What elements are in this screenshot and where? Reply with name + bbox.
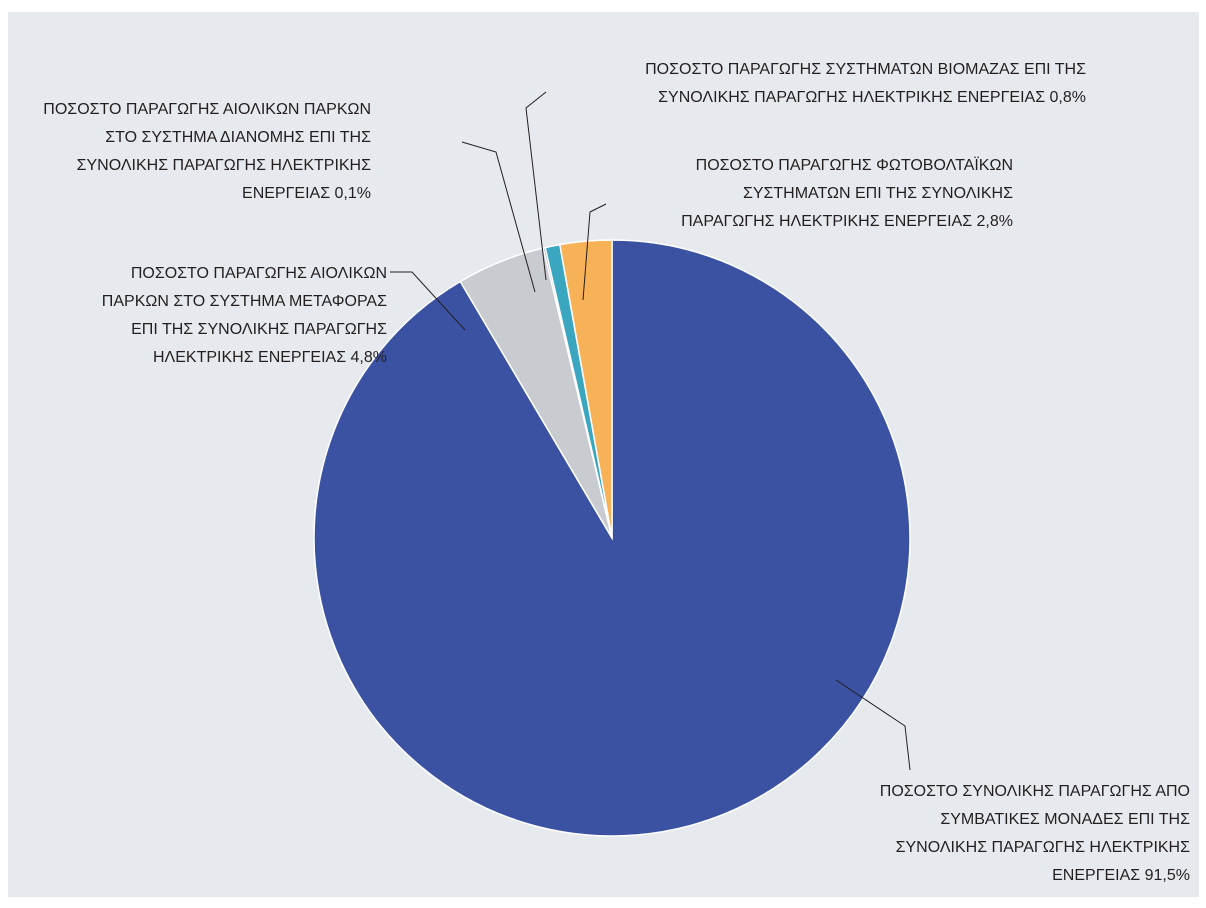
slice-wind-transmission-label-line: ΠΑΡΚΩΝ ΣΤΟ ΣΥΣΤΗΜΑ ΜΕΤΑΦΟΡΑΣ: [102, 293, 387, 310]
slice-conventional-label-line: ΣΥΝΟΛΙΚΗΣ ΠΑΡΑΓΩΓΗΣ ΗΛΕΚΤΡΙΚΗΣ: [896, 839, 1191, 856]
slice-wind-distribution-label-line: ΣΤΟ ΣΥΣΤΗΜΑ ΔΙΑΝΟΜΗΣ ΕΠΙ ΤΗΣ: [105, 129, 371, 146]
slice-wind-distribution-label-line: ΣΥΝΟΛΙΚΗΣ ΠΑΡΑΓΩΓΗΣ ΗΛΕΚΤΡΙΚΗΣ: [77, 157, 372, 174]
slice-wind-transmission-leader-line: [390, 271, 466, 331]
slice-wind-transmission-label-line: ΗΛΕΚΤΡΙΚΗΣ ΕΝΕΡΓΕΙΑΣ 4,8%: [153, 349, 387, 366]
slice-wind-distribution-label-line: ΠΟΣΟΣΤΟ ΠΑΡΑΓΩΓΗΣ ΑΙΟΛΙΚΩΝ ΠΑΡΚΩΝ: [43, 101, 371, 118]
slice-photovoltaic-label-line: ΠΑΡΑΓΩΓΗΣ ΗΛΕΚΤΡΙΚΗΣ ΕΝΕΡΓΕΙΑΣ 2,8%: [681, 213, 1013, 230]
slice-photovoltaic-leader-line: [582, 203, 607, 301]
slice-conventional-label: ΠΟΣΟΣΤΟ ΣΥΝΟΛΙΚΗΣ ΠΑΡΑΓΩΓΗΣ ΑΠΟ ΣΥΜΒΑΤΙΚΕ…: [880, 783, 1190, 884]
slice-biomass-label-line: ΣΥΝΟΛΙΚΗΣ ΠΑΡΑΓΩΓΗΣ ΗΛΕΚΤΡΙΚΗΣ ΕΝΕΡΓΕΙΑΣ…: [658, 89, 1086, 106]
slice-photovoltaic-label-line: ΠΟΣΟΣΤΟ ΠΑΡΑΓΩΓΗΣ ΦΩΤΟΒΟΛΤΑΪΚΩΝ: [696, 156, 1013, 174]
slice-conventional-leader-line: [835, 679, 911, 771]
slice-wind-transmission-label-line: ΠΟΣΟΣΤΟ ΠΑΡΑΓΩΓΗΣ ΑΙΟΛΙΚΩΝ: [131, 265, 387, 282]
slice-conventional-label-line: ΕΝΕΡΓΕΙΑΣ 91,5%: [1052, 867, 1190, 884]
slice-wind-transmission-label: ΠΟΣΟΣΤΟ ΠΑΡΑΓΩΓΗΣ ΑΙΟΛΙΚΩΝ ΠΑΡΚΩΝ ΣΤΟ ΣΥΣ…: [102, 265, 387, 366]
slice-biomass-leader-line: [525, 91, 547, 281]
slice-photovoltaic-label-line: ΣΥΣΤΗΜΑΤΩΝ ΕΠΙ ΤΗΣ ΣΥΝΟΛΙΚΗΣ: [743, 185, 1013, 202]
slice-conventional-label-line: ΠΟΣΟΣΤΟ ΣΥΝΟΛΙΚΗΣ ΠΑΡΑΓΩΓΗΣ ΑΠΟ: [880, 783, 1190, 800]
slice-biomass-label: ΠΟΣΟΣΤΟ ΠΑΡΑΓΩΓΗΣ ΣΥΣΤΗΜΑΤΩΝ ΒΙΟΜΑΖΑΣ ΕΠ…: [645, 61, 1086, 106]
slice-wind-distribution-label-line: ΕΝΕΡΓΕΙΑΣ 0,1%: [242, 185, 371, 202]
slice-biomass-label-line: ΠΟΣΟΣΤΟ ΠΑΡΑΓΩΓΗΣ ΣΥΣΤΗΜΑΤΩΝ ΒΙΟΜΑΖΑΣ ΕΠ…: [645, 61, 1086, 78]
slice-conventional-label-line: ΣΥΜΒΑΤΙΚΕΣ ΜΟΝΑΔΕΣ ΕΠΙ ΤΗΣ: [940, 811, 1190, 828]
slice-wind-distribution-label: ΠΟΣΟΣΤΟ ΠΑΡΑΓΩΓΗΣ ΑΙΟΛΙΚΩΝ ΠΑΡΚΩΝ ΣΤΟ ΣΥΣ…: [43, 101, 371, 202]
slice-wind-distribution-leader-line: [461, 141, 536, 293]
slice-photovoltaic-label: ΠΟΣΟΣΤΟ ΠΑΡΑΓΩΓΗΣ ΦΩΤΟΒΟΛΤΑΪΚΩΝ ΣΥΣΤΗΜΑΤΩ…: [681, 156, 1013, 230]
slice-wind-transmission-label-line: ΕΠΙ ΤΗΣ ΣΥΝΟΛΙΚΗΣ ΠΑΡΑΓΩΓΗΣ: [131, 321, 387, 338]
slice-photovoltaic: [558, 239, 613, 539]
